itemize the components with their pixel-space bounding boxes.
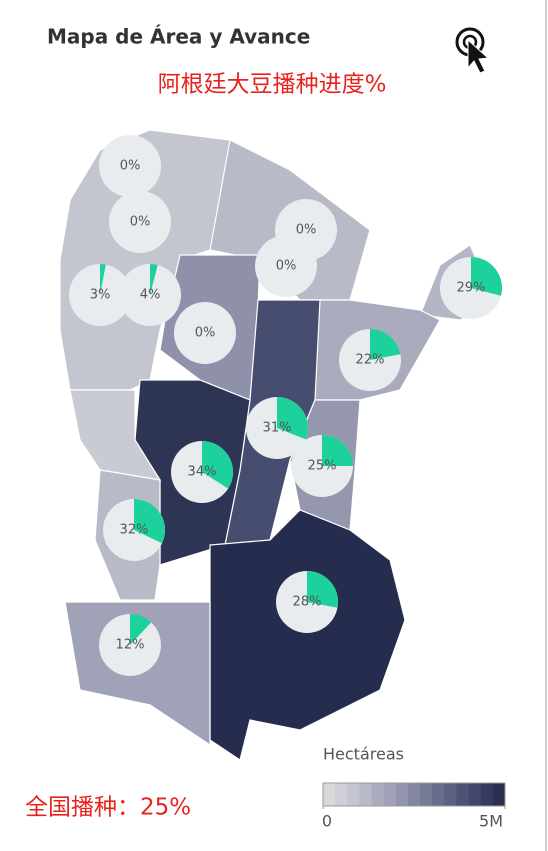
legend-swatch [468, 783, 482, 806]
pie-slice [277, 397, 308, 440]
legend-swatch [335, 783, 348, 806]
legend-swatch [323, 783, 336, 806]
pie-background [109, 191, 171, 253]
cursor-icon[interactable] [455, 27, 490, 74]
legend-tick-label: 0 [322, 812, 332, 831]
national-progress: 全国播种：25% [25, 795, 191, 821]
pie-label: 28% [293, 595, 322, 610]
legend-swatch [407, 783, 421, 806]
pie-label: 29% [457, 281, 486, 296]
pie-slice [202, 441, 233, 489]
legend-swatch [480, 783, 494, 806]
legend-swatch [347, 783, 360, 806]
title: Mapa de Área y Avance [47, 25, 310, 49]
pies: 0% 0% 0% 0% 29% 3% 4% 0% 22% 31% 34% 25% 32% 28% 12% [69, 135, 503, 676]
pie-slice [322, 435, 353, 466]
legend-swatch [420, 783, 433, 806]
pie-background [99, 135, 161, 197]
pie-label: 22% [356, 353, 385, 368]
pie-label: 31% [263, 421, 292, 436]
legend-swatch [371, 783, 385, 806]
pie-label: 0% [130, 215, 151, 230]
pie-slice [370, 329, 401, 360]
pie-slice [150, 264, 158, 295]
pie-slice [471, 257, 503, 296]
legend-swatch [444, 783, 457, 806]
pie-slice [100, 264, 106, 295]
pie-label: 32% [120, 523, 149, 538]
subtitle: 阿根廷大豆播种进度% [158, 72, 387, 98]
legend-title: Hectáreas [323, 745, 404, 764]
pie-slice [130, 614, 152, 645]
pie-label: 3% [90, 288, 111, 303]
legend-swatch [492, 783, 506, 806]
pie-label: 25% [308, 459, 337, 474]
pie-background [255, 235, 317, 297]
pie-slice [307, 571, 338, 608]
legend-frame [322, 782, 506, 807]
pie-background [174, 302, 236, 364]
legend-tick-label: 5M [479, 812, 503, 831]
pie-label: 12% [116, 638, 145, 653]
legend-swatch [395, 783, 409, 806]
legend-swatch [456, 783, 470, 806]
region [209, 509, 406, 761]
pie-label: 0% [120, 159, 141, 174]
legend-swatch [432, 783, 445, 806]
pie-label: 4% [140, 288, 161, 303]
pie-label: 34% [188, 465, 217, 480]
legend: 0 5M [322, 782, 506, 831]
pie-label: 0% [276, 259, 297, 274]
pie-label: 0% [195, 326, 216, 341]
legend-swatch [359, 783, 373, 806]
legend-swatch [383, 783, 397, 806]
pie-slice [134, 499, 165, 544]
pie-label: 0% [296, 223, 317, 238]
